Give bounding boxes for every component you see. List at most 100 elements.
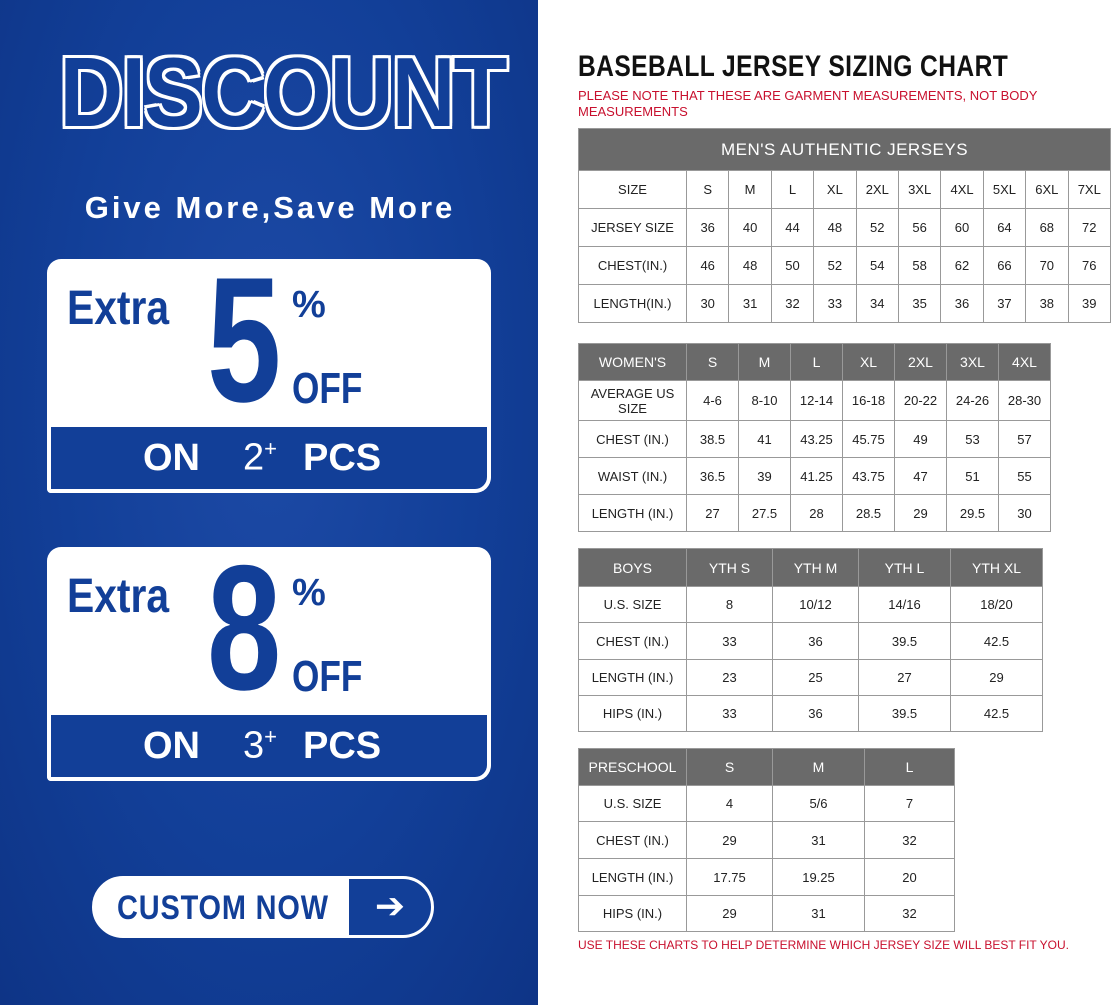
table-cell: 6XL xyxy=(1025,170,1069,209)
table-cell: 42.5 xyxy=(950,622,1043,660)
column-header: S xyxy=(686,748,773,786)
table-cell: 39 xyxy=(1067,284,1112,323)
table-cell: 44 xyxy=(770,208,815,247)
table-cell: 28 xyxy=(790,494,843,532)
table-cell: 10/12 xyxy=(772,586,859,623)
table-cell: 5XL xyxy=(982,170,1027,209)
column-header: 4XL xyxy=(998,343,1051,381)
extra-label: Extra xyxy=(67,570,170,623)
table-cell: 50 xyxy=(770,246,815,285)
piece-count: 3+ xyxy=(243,724,277,768)
table-row: SIZE S M L XL 2XL 3XL 4XL 5XL 6XL 7XL xyxy=(578,170,1112,209)
table-row: HIPS (IN.) 33 36 39.5 42.5 xyxy=(578,695,1043,732)
table-cell: 35 xyxy=(897,284,942,323)
table-cell: 47 xyxy=(894,457,947,495)
column-header: PRESCHOOL xyxy=(578,748,687,786)
table-cell: 56 xyxy=(897,208,942,247)
table-cell: 62 xyxy=(940,246,984,285)
off-label: OFF xyxy=(292,364,363,413)
count-value: 2 xyxy=(243,436,265,479)
table-cell: 29 xyxy=(686,821,773,859)
row-label: AVERAGE US SIZE xyxy=(578,380,687,421)
table-cell: 33 xyxy=(686,695,773,732)
table-cell: 39.5 xyxy=(858,622,951,660)
table-cell: 27 xyxy=(858,659,951,696)
table-cell: L xyxy=(770,170,815,209)
table-cell: 7XL xyxy=(1067,170,1112,209)
preschool-size-table: PRESCHOOL S M L U.S. SIZE 4 5/6 7 CHEST (IN.) 29 3… xyxy=(578,748,955,932)
table-row: CHEST (IN.) 33 36 39.5 42.5 xyxy=(578,622,1043,660)
extra-label: Extra xyxy=(67,282,170,335)
table-cell: 19.25 xyxy=(772,858,865,896)
table-cell: 2XL xyxy=(855,170,899,209)
count-value: 3 xyxy=(243,724,265,767)
table-cell: 27 xyxy=(686,494,739,532)
table-header-row: WOMEN'S S M L XL 2XL 3XL 4XL xyxy=(578,343,1051,381)
custom-now-button[interactable]: CUSTOM NOW ➔ xyxy=(92,876,434,938)
table-cell: 42.5 xyxy=(950,695,1043,732)
table-cell: 29 xyxy=(686,895,773,932)
table-cell: S xyxy=(685,170,730,209)
table-row: LENGTH (IN.) 17.75 19.25 20 xyxy=(578,858,955,896)
table-cell: 24-26 xyxy=(946,380,999,421)
column-header: 3XL xyxy=(946,343,999,381)
table-cell: 40 xyxy=(728,208,772,247)
discount-percent: 5 xyxy=(207,259,282,439)
quantity-bar: ON 3+ PCS xyxy=(47,715,491,781)
row-label: SIZE xyxy=(578,170,687,209)
table-cell: 29 xyxy=(950,659,1043,696)
column-header: YTH S xyxy=(686,548,773,587)
column-header: S xyxy=(686,343,739,381)
row-label: CHEST (IN.) xyxy=(578,821,687,859)
promo-panel: DISCOUNT Give More,Save More Extra 5 % O… xyxy=(0,0,538,1005)
table-cell: 49 xyxy=(894,420,947,458)
discount-headline: DISCOUNT xyxy=(59,37,508,147)
percent-sign: % xyxy=(292,284,326,326)
table-cell: 36.5 xyxy=(686,457,739,495)
table-cell: 34 xyxy=(855,284,899,323)
table-cell: 51 xyxy=(946,457,999,495)
table-cell: 4XL xyxy=(940,170,984,209)
table-cell: 38 xyxy=(1025,284,1069,323)
table-cell: 68 xyxy=(1025,208,1069,247)
table-cell: 20 xyxy=(864,858,955,896)
row-label: HIPS (IN.) xyxy=(578,695,687,732)
plus-sign: + xyxy=(264,436,277,462)
row-label: LENGTH (IN.) xyxy=(578,659,687,696)
table-cell: 28.5 xyxy=(842,494,895,532)
table-cell: 53 xyxy=(946,420,999,458)
table-title: MEN'S AUTHENTIC JERSEYS xyxy=(577,128,1112,171)
table-cell: 46 xyxy=(685,246,730,285)
table-header-row: BOYS YTH S YTH M YTH L YTH XL xyxy=(578,548,1043,587)
row-label: HIPS (IN.) xyxy=(578,895,687,932)
table-cell: 31 xyxy=(728,284,772,323)
column-header: M xyxy=(738,343,791,381)
table-cell: 29.5 xyxy=(946,494,999,532)
plus-sign: + xyxy=(264,724,277,750)
table-cell: 29 xyxy=(894,494,947,532)
table-cell: 58 xyxy=(897,246,942,285)
row-label: CHEST(IN.) xyxy=(578,246,687,285)
table-cell: M xyxy=(728,170,772,209)
table-cell: 18/20 xyxy=(950,586,1043,623)
column-header: L xyxy=(790,343,843,381)
piece-count: 2+ xyxy=(243,436,277,480)
table-row: U.S. SIZE 4 5/6 7 xyxy=(578,785,955,822)
table-cell: 20-22 xyxy=(894,380,947,421)
table-cell: 36 xyxy=(772,622,859,660)
table-cell: 48 xyxy=(728,246,772,285)
table-row: CHEST (IN.) 38.5 41 43.25 45.75 49 53 57 xyxy=(578,420,1051,458)
offer-card: Extra 5 % OFF ON 2+ PCS xyxy=(47,259,491,493)
table-cell: 14/16 xyxy=(858,586,951,623)
table-cell: 52 xyxy=(813,246,857,285)
column-header: YTH L xyxy=(858,548,951,587)
table-cell: 54 xyxy=(855,246,899,285)
table-cell: 39.5 xyxy=(858,695,951,732)
table-row: WAIST (IN.) 36.5 39 41.25 43.75 47 51 55 xyxy=(578,457,1051,495)
table-cell: 31 xyxy=(772,821,865,859)
custom-now-label: CUSTOM NOW xyxy=(117,889,329,927)
column-header: M xyxy=(772,748,865,786)
table-cell: 4-6 xyxy=(686,380,739,421)
table-cell: 5/6 xyxy=(772,785,865,822)
table-cell: 3XL xyxy=(897,170,942,209)
